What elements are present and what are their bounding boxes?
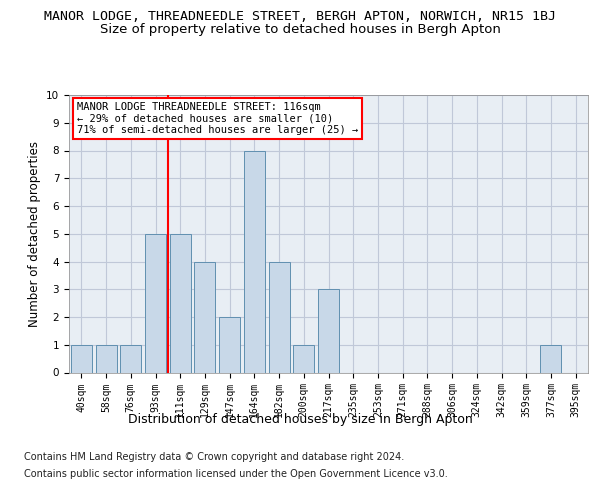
Y-axis label: Number of detached properties: Number of detached properties (28, 141, 41, 327)
Bar (293, 345, 314, 372)
Bar (194, 262, 215, 372)
Text: MANOR LODGE, THREADNEEDLE STREET, BERGH APTON, NORWICH, NR15 1BJ: MANOR LODGE, THREADNEEDLE STREET, BERGH … (44, 10, 556, 23)
Bar (120, 345, 141, 372)
Bar (71, 345, 92, 372)
Bar (170, 234, 191, 372)
Bar (95, 345, 116, 372)
Bar (318, 289, 339, 372)
Bar (541, 345, 562, 372)
Text: Size of property relative to detached houses in Bergh Apton: Size of property relative to detached ho… (100, 22, 500, 36)
Text: MANOR LODGE THREADNEEDLE STREET: 116sqm
← 29% of detached houses are smaller (10: MANOR LODGE THREADNEEDLE STREET: 116sqm … (77, 102, 358, 135)
Text: Distribution of detached houses by size in Bergh Apton: Distribution of detached houses by size … (128, 412, 472, 426)
Bar (145, 234, 166, 372)
Bar (244, 150, 265, 372)
Text: Contains HM Land Registry data © Crown copyright and database right 2024.: Contains HM Land Registry data © Crown c… (24, 452, 404, 462)
Text: Contains public sector information licensed under the Open Government Licence v3: Contains public sector information licen… (24, 469, 448, 479)
Bar (269, 262, 290, 372)
Bar (219, 317, 240, 372)
